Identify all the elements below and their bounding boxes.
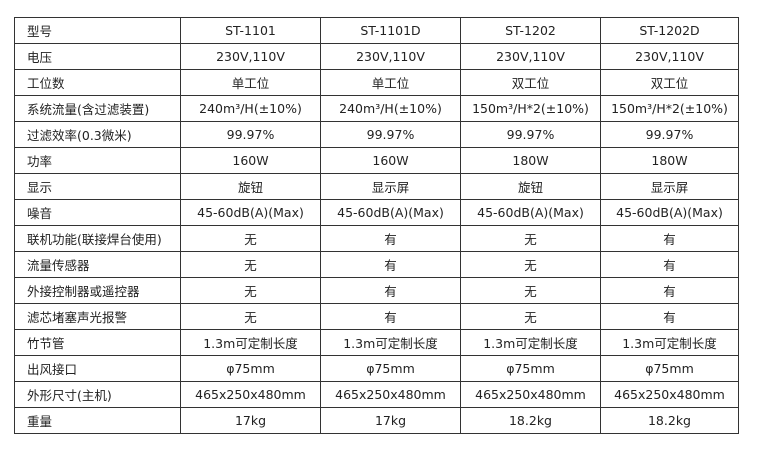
cell-value: 无 [180,251,321,278]
row-label: 工位数 [14,69,181,96]
row-label: 系统流量(含过滤装置) [14,95,181,122]
table-row: 滤芯堵塞声光报警无有无有 [14,303,739,330]
cell-value: 双工位 [460,69,601,96]
cell-value: 18.2kg [460,407,601,434]
cell-value: ST-1101 [180,17,321,44]
cell-value: φ75mm [320,355,461,382]
cell-value: 180W [600,147,739,174]
row-label: 电压 [14,43,181,70]
row-label: 型号 [14,17,181,44]
cell-value: 无 [460,225,601,252]
cell-value: 160W [320,147,461,174]
cell-value: 99.97% [320,121,461,148]
cell-value: 无 [460,303,601,330]
cell-value: 有 [320,277,461,304]
cell-value: 17kg [180,407,321,434]
cell-value: φ75mm [600,355,739,382]
cell-value: 有 [600,277,739,304]
cell-value: φ75mm [180,355,321,382]
cell-value: 99.97% [180,121,321,148]
cell-value: 有 [320,225,461,252]
table-row: 工位数 单工位 单工位 双工位 双工位 [14,69,739,96]
cell-value: 单工位 [180,69,321,96]
table-row: 功率 160W 160W 180W 180W [14,147,739,174]
cell-value: 240m³/H(±10%) [320,95,461,122]
cell-value: 有 [320,251,461,278]
table-row: 系统流量(含过滤装置) 240m³/H(±10%) 240m³/H(±10%) 150… [14,95,739,122]
cell-value: 230V,110V [320,43,461,70]
cell-value: 双工位 [600,69,739,96]
row-label: 流量传感器 [14,251,181,278]
cell-value: 有 [600,225,739,252]
table-row: 出风接口 φ75mm φ75mm φ75mm φ75mm [14,355,739,382]
cell-value: 465x250x480mm [460,381,601,408]
table-row: 竹节管 1.3m可定制长度 1.3m可定制长度 1.3m可定制长度 1.3m可定制长度 [14,329,739,356]
cell-value: 180W [460,147,601,174]
table-row: 联机功能(联接焊台使用) 无有无有 [14,225,739,252]
table-row: 显示 旋钮 显示屏 旋钮 显示屏 [14,173,739,200]
cell-value: 有 [600,303,739,330]
row-label: 外形尺寸(主机) [14,381,181,408]
table-row: 外形尺寸(主机) 465x250x480mm 465x250x480mm 465x25… [14,381,739,408]
cell-value: 1.3m可定制长度 [460,329,601,356]
cell-value: 无 [460,251,601,278]
table-row: 电压 230V,110V 230V,110V 230V,110V 230V,110V [14,43,739,70]
cell-value: 无 [180,277,321,304]
row-label: 重量 [14,407,181,434]
row-label: 出风接口 [14,355,181,382]
cell-value: ST-1101D [320,17,461,44]
cell-value: 1.3m可定制长度 [180,329,321,356]
cell-value: 有 [600,251,739,278]
cell-value: 45-60dB(A)(Max) [600,199,739,226]
cell-value: 无 [460,277,601,304]
cell-value: 45-60dB(A)(Max) [320,199,461,226]
cell-value: 230V,110V [180,43,321,70]
cell-value: 230V,110V [460,43,601,70]
cell-value: 45-60dB(A)(Max) [460,199,601,226]
cell-value: 1.3m可定制长度 [600,329,739,356]
cell-value: 150m³/H*2(±10%) [600,95,739,122]
row-label: 联机功能(联接焊台使用) [14,225,181,252]
header-row: 型号 ST-1101 ST-1101D ST-1202 ST-1202D [14,17,739,44]
cell-value: 17kg [320,407,461,434]
cell-value: 显示屏 [600,173,739,200]
cell-value: 旋钮 [180,173,321,200]
cell-value: 160W [180,147,321,174]
cell-value: 240m³/H(±10%) [180,95,321,122]
cell-value: ST-1202 [460,17,601,44]
cell-value: 465x250x480mm [600,381,739,408]
table-row: 外接控制器或遥控器无有无有 [14,277,739,304]
cell-value: 150m³/H*2(±10%) [460,95,601,122]
cell-value: 230V,110V [600,43,739,70]
cell-value: 465x250x480mm [320,381,461,408]
cell-value: 无 [180,303,321,330]
row-label: 外接控制器或遥控器 [14,277,181,304]
row-label: 竹节管 [14,329,181,356]
row-label: 显示 [14,173,181,200]
spec-table: 型号 ST-1101 ST-1101D ST-1202 ST-1202D 电压 230V,1… [14,17,739,434]
row-label: 功率 [14,147,181,174]
cell-value: ST-1202D [600,17,739,44]
cell-value: 45-60dB(A)(Max) [180,199,321,226]
cell-value: 465x250x480mm [180,381,321,408]
row-label: 滤芯堵塞声光报警 [14,303,181,330]
row-label: 噪音 [14,199,181,226]
cell-value: φ75mm [460,355,601,382]
table-row: 流量传感器无有无有 [14,251,739,278]
cell-value: 99.97% [460,121,601,148]
cell-value: 18.2kg [600,407,739,434]
row-label: 过滤效率(0.3微米) [14,121,181,148]
cell-value: 1.3m可定制长度 [320,329,461,356]
table-row: 噪音 45-60dB(A)(Max) 45-60dB(A)(Max) 45-60dB(… [14,199,739,226]
cell-value: 无 [180,225,321,252]
cell-value: 显示屏 [320,173,461,200]
cell-value: 单工位 [320,69,461,96]
cell-value: 有 [320,303,461,330]
table-row: 重量 17kg 17kg 18.2kg 18.2kg [14,407,739,434]
cell-value: 旋钮 [460,173,601,200]
cell-value: 99.97% [600,121,739,148]
table-row: 过滤效率(0.3微米) 99.97% 99.97% 99.97% 99.97% [14,121,739,148]
